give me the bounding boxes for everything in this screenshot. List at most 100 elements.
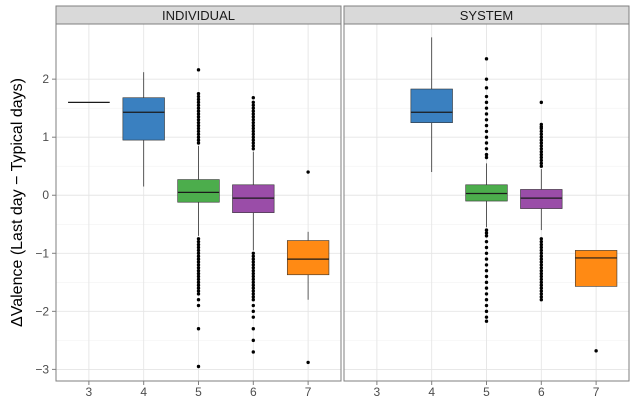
outlier-point [196, 118, 201, 122]
outlier-point [196, 112, 201, 116]
outlier-point [539, 248, 544, 253]
outlier-point [539, 257, 544, 261]
outlier-point [484, 147, 489, 151]
outlier-point [251, 147, 256, 151]
x-tick-label: 5 [195, 385, 202, 396]
outlier-point [484, 234, 489, 238]
box-body [122, 97, 165, 141]
outlier-point [196, 303, 201, 308]
outlier-point [251, 283, 256, 287]
outlier-point [196, 120, 201, 125]
outlier-point [484, 257, 489, 261]
box-x7 [286, 170, 330, 365]
y-tick-label: 0 [42, 188, 49, 202]
outlier-point [539, 164, 544, 168]
outlier-point [539, 260, 544, 264]
outlier-point [196, 242, 201, 247]
outlier-point [251, 129, 256, 134]
outlier-point [251, 115, 256, 119]
outlier-point [196, 138, 201, 142]
outlier-point [251, 295, 256, 299]
outlier-point [251, 109, 256, 113]
outlier-point [484, 155, 489, 160]
outlier-point [196, 132, 201, 136]
x-tick-label: 6 [250, 385, 257, 396]
outlier-point [196, 91, 201, 96]
outlier-point [251, 144, 256, 148]
outlier-point [539, 161, 544, 166]
outlier-point [539, 274, 544, 279]
outlier-point [196, 115, 201, 119]
outlier-point [196, 245, 201, 250]
outlier-point [539, 286, 544, 290]
outlier-point [539, 266, 544, 270]
outlier-point [251, 292, 256, 296]
outlier-point [251, 327, 256, 331]
outlier-point [251, 257, 256, 261]
outlier-point [251, 350, 256, 354]
outlier-point [196, 289, 201, 293]
outlier-point [196, 100, 201, 105]
outlier-point [539, 152, 544, 157]
box-body [286, 240, 330, 276]
outlier-point [251, 126, 256, 131]
outlier-point [306, 170, 310, 174]
outlier-point [196, 106, 201, 110]
outlier-point [306, 360, 310, 365]
outlier-point [196, 239, 201, 244]
outlier-point [484, 269, 489, 273]
outlier-point [539, 271, 544, 276]
x-tick-label: 7 [593, 385, 600, 396]
outlier-point [484, 239, 489, 244]
box-x6 [520, 100, 563, 302]
outlier-point [251, 303, 256, 308]
outlier-point [484, 228, 489, 232]
box-x6 [232, 96, 275, 354]
outlier-point [196, 237, 201, 241]
outlier-point [484, 106, 489, 110]
outlier-point [251, 289, 256, 293]
outlier-point [196, 266, 201, 270]
outlier-point [539, 141, 544, 145]
outlier-point [539, 150, 544, 154]
outlier-point [484, 135, 489, 139]
outlier-point [484, 315, 489, 319]
outlier-point [539, 269, 544, 273]
outlier-point [196, 283, 201, 287]
outlier-point [196, 109, 201, 113]
outlier-point [594, 349, 598, 353]
outlier-point [539, 280, 544, 285]
outlier-point [251, 254, 256, 258]
outlier-point [539, 283, 544, 287]
outlier-point [196, 292, 201, 296]
outlier-point [251, 277, 256, 282]
outlier-point [251, 251, 256, 255]
outlier-point [539, 292, 544, 296]
outlier-point [251, 266, 256, 270]
y-tick-label: 2 [42, 72, 49, 86]
outlier-point [484, 286, 489, 290]
outlier-point [251, 260, 256, 264]
outlier-point [484, 309, 489, 314]
x-tick-label: 4 [140, 385, 147, 396]
outlier-point [484, 118, 489, 122]
outlier-point [484, 86, 489, 90]
y-tick-label: −3 [35, 362, 49, 376]
y-tick-label: −2 [35, 304, 49, 318]
outlier-point [196, 298, 201, 302]
outlier-point [196, 286, 201, 290]
x-tick-label: 3 [374, 385, 381, 396]
outlier-point [251, 112, 256, 116]
outlier-point [251, 315, 256, 319]
outlier-point [196, 123, 201, 128]
outlier-point [196, 103, 201, 107]
outlier-point [251, 118, 256, 122]
outlier-point [196, 280, 201, 285]
outlier-point [539, 277, 544, 282]
panel-system: SYSTEM 3 4 5 6 7 [343, 5, 630, 399]
outlier-point [539, 158, 544, 163]
outlier-point [539, 245, 544, 250]
outlier-point [539, 138, 544, 142]
